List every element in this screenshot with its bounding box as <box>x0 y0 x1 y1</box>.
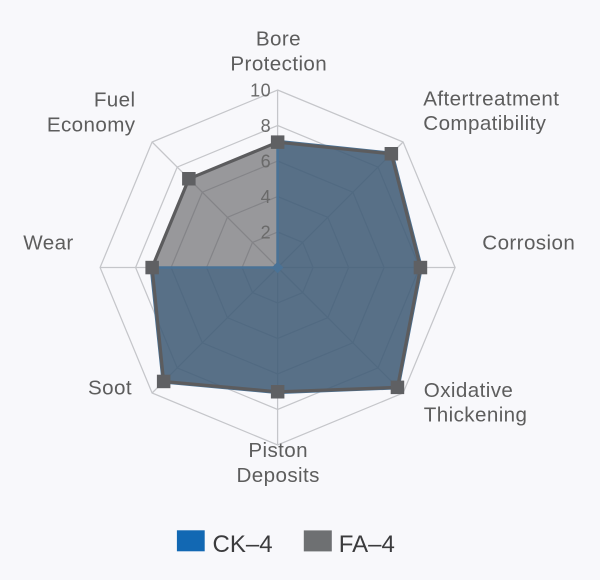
svg-text:Fuel: Fuel <box>94 88 136 111</box>
svg-text:Piston: Piston <box>248 439 308 462</box>
svg-text:Corrosion: Corrosion <box>482 232 575 255</box>
svg-text:Bore: Bore <box>256 28 301 51</box>
svg-text:2: 2 <box>261 223 271 243</box>
svg-text:Oxidative: Oxidative <box>424 379 513 402</box>
svg-text:FA–4: FA–4 <box>339 531 395 558</box>
svg-text:CK–4: CK–4 <box>213 531 273 558</box>
svg-text:Thickening: Thickening <box>424 403 528 426</box>
svg-text:Soot: Soot <box>88 376 132 399</box>
svg-text:Aftertreatment: Aftertreatment <box>423 88 559 111</box>
svg-text:Protection: Protection <box>230 52 327 75</box>
svg-text:Economy: Economy <box>47 113 136 136</box>
svg-text:Compatibility: Compatibility <box>423 112 546 135</box>
svg-text:6: 6 <box>261 152 271 172</box>
svg-text:Wear: Wear <box>23 232 73 255</box>
svg-text:8: 8 <box>261 116 271 136</box>
svg-text:Deposits: Deposits <box>237 464 320 487</box>
svg-text:4: 4 <box>261 187 271 207</box>
svg-text:10: 10 <box>250 81 271 101</box>
